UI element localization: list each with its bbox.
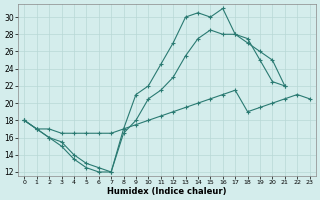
X-axis label: Humidex (Indice chaleur): Humidex (Indice chaleur)	[107, 187, 227, 196]
